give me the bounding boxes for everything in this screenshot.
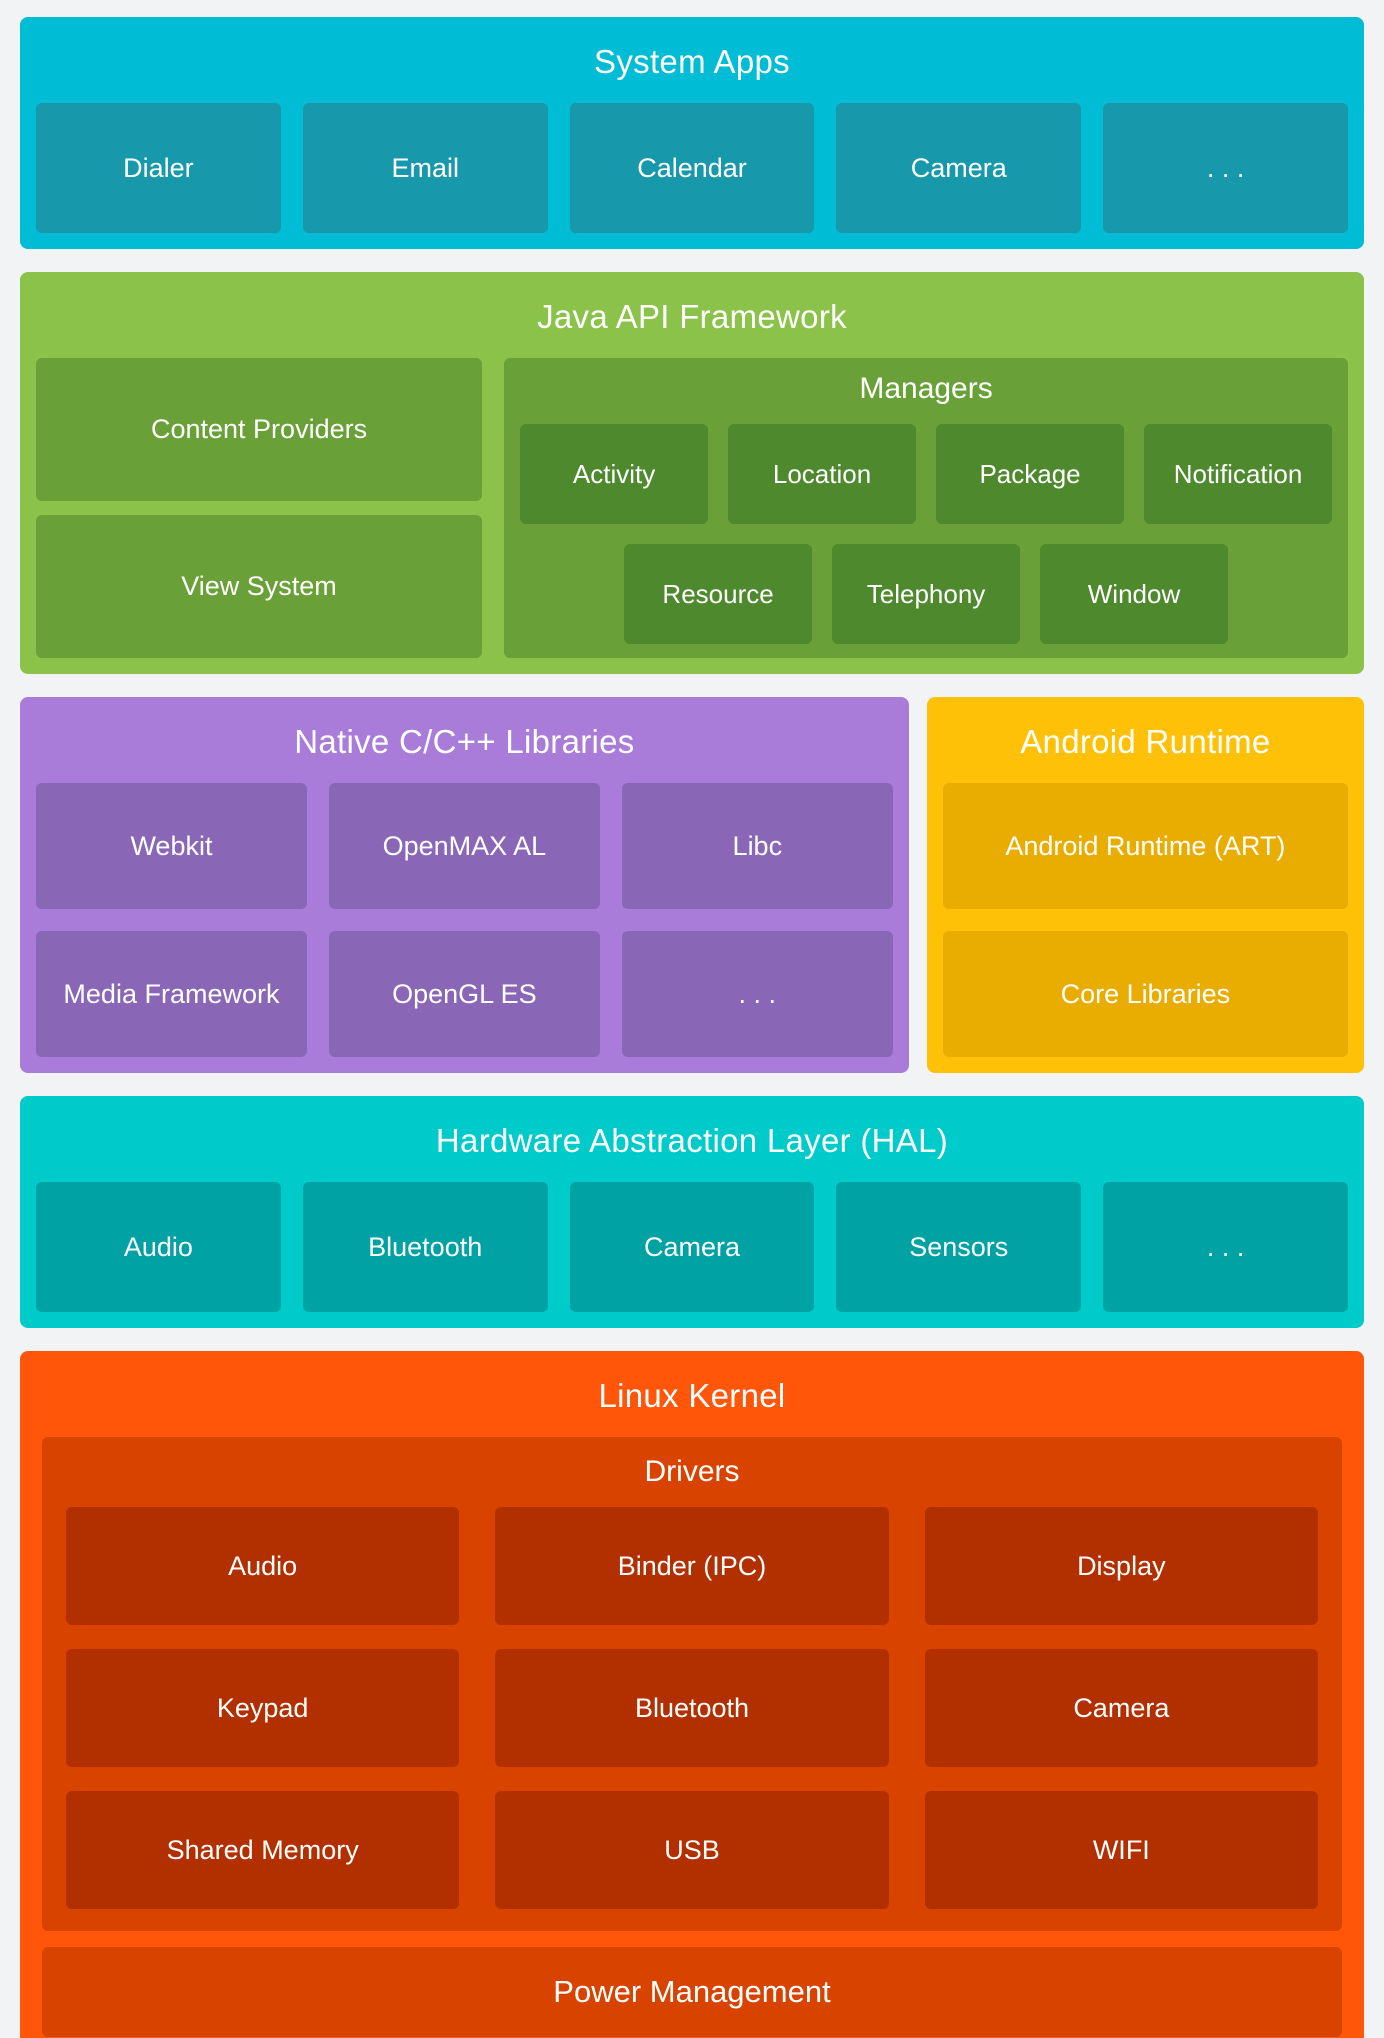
driver-shared-memory: Shared Memory: [66, 1791, 460, 1909]
box-webkit: Webkit: [36, 783, 307, 909]
hal-box-row: Audio Bluetooth Camera Sensors . . .: [36, 1182, 1348, 1312]
chip-activity: Activity: [520, 424, 709, 524]
android-runtime-title: Android Runtime: [1020, 723, 1271, 760]
box-core-libraries: Core Libraries: [942, 931, 1348, 1057]
java-api-content: Content Providers View System Managers A…: [36, 358, 1348, 658]
chip-telephony: Telephony: [832, 544, 1021, 644]
chip-notification: Notification: [1144, 424, 1333, 524]
chip-location: Location: [728, 424, 917, 524]
drivers-group: Drivers Audio Binder (IPC) Display Keypa…: [42, 1437, 1342, 1931]
driver-wifi: WIFI: [924, 1791, 1318, 1909]
box-dialer: Dialer: [36, 103, 281, 233]
managers-row-2: Resource Telephony Window: [520, 544, 1332, 644]
android-runtime-boxes: Android Runtime (ART) Core Libraries: [942, 783, 1348, 1057]
drivers-grid: Audio Binder (IPC) Display Keypad Blueto…: [66, 1507, 1318, 1909]
box-hal-camera: Camera: [569, 1182, 815, 1312]
driver-audio: Audio: [66, 1507, 460, 1625]
chip-package: Package: [936, 424, 1125, 524]
box-hal-audio: Audio: [36, 1182, 281, 1312]
driver-keypad: Keypad: [66, 1649, 460, 1767]
system-apps-box-row: Dialer Email Calendar Camera . . .: [36, 103, 1348, 233]
managers-row-1: Activity Location Package Notification: [520, 424, 1333, 524]
driver-display: Display: [924, 1507, 1318, 1625]
box-email: Email: [302, 103, 548, 233]
managers-group: Managers Activity Location Package Notif…: [504, 358, 1348, 658]
system-apps-section: System Apps Dialer Email Calendar Camera…: [20, 17, 1364, 249]
native-libraries-grid: Webkit OpenMAX AL Libc Media Framework O…: [36, 783, 893, 1057]
drivers-title: Drivers: [644, 1455, 740, 1488]
box-hal-bluetooth: Bluetooth: [302, 1182, 548, 1312]
hal-title: Hardware Abstraction Layer (HAL): [435, 1122, 949, 1159]
box-opengl-es: OpenGL ES: [328, 931, 600, 1057]
hal-section: Hardware Abstraction Layer (HAL) Audio B…: [20, 1096, 1364, 1328]
driver-binder-ipc: Binder (IPC): [495, 1507, 889, 1625]
system-apps-title: System Apps: [594, 43, 790, 80]
libraries-runtime-row: Native C/C++ Libraries Webkit OpenMAX AL…: [20, 697, 1364, 1073]
chip-window: Window: [1040, 544, 1228, 644]
box-android-runtime-art: Android Runtime (ART): [942, 783, 1348, 909]
box-openmax-al: OpenMAX AL: [328, 783, 600, 909]
box-more-native-libs: . . .: [621, 931, 893, 1057]
linux-kernel-title: Linux Kernel: [598, 1377, 786, 1414]
box-hal-sensors: Sensors: [836, 1182, 1082, 1312]
linux-kernel-section: Linux Kernel Drivers Audio Binder (IPC) …: [20, 1351, 1364, 2038]
box-more-apps: . . .: [1103, 103, 1348, 233]
box-power-management: Power Management: [42, 1947, 1342, 2037]
box-calendar: Calendar: [569, 103, 815, 233]
box-camera: Camera: [836, 103, 1082, 233]
box-view-system: View System: [36, 515, 483, 658]
java-api-framework-section: Java API Framework Content Providers Vie…: [20, 272, 1364, 674]
box-hal-more: . . .: [1103, 1182, 1348, 1312]
box-content-providers: Content Providers: [36, 358, 483, 501]
managers-title: Managers: [859, 372, 993, 405]
box-media-framework: Media Framework: [36, 931, 307, 1057]
driver-bluetooth: Bluetooth: [495, 1649, 889, 1767]
native-libraries-title: Native C/C++ Libraries: [294, 723, 635, 760]
java-left-column: Content Providers View System: [36, 358, 483, 658]
native-libraries-section: Native C/C++ Libraries Webkit OpenMAX AL…: [20, 697, 909, 1073]
driver-usb: USB: [495, 1791, 889, 1909]
android-runtime-section: Android Runtime Android Runtime (ART) Co…: [926, 697, 1364, 1073]
driver-camera: Camera: [924, 1649, 1318, 1767]
chip-resource: Resource: [624, 544, 813, 644]
java-api-framework-title: Java API Framework: [537, 298, 847, 335]
box-libc: Libc: [621, 783, 893, 909]
